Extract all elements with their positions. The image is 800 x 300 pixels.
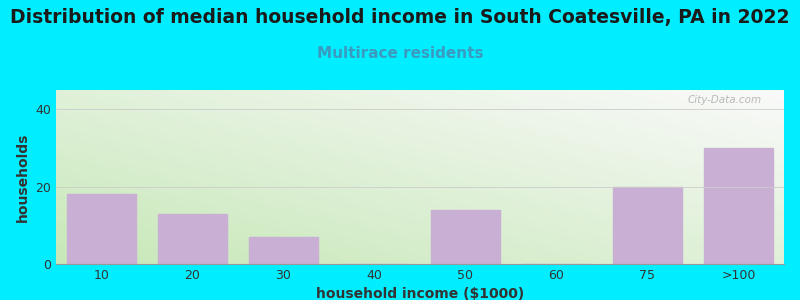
- Text: Distribution of median household income in South Coatesville, PA in 2022: Distribution of median household income …: [10, 8, 790, 26]
- Bar: [250, 237, 318, 264]
- Bar: [67, 194, 136, 264]
- Text: City-Data.com: City-Data.com: [688, 95, 762, 105]
- Bar: [704, 148, 773, 264]
- Bar: [158, 214, 226, 264]
- Y-axis label: households: households: [16, 132, 30, 222]
- X-axis label: household income ($1000): household income ($1000): [316, 287, 524, 300]
- Bar: [614, 187, 682, 264]
- Text: Multirace residents: Multirace residents: [317, 46, 483, 62]
- Bar: [431, 210, 500, 264]
